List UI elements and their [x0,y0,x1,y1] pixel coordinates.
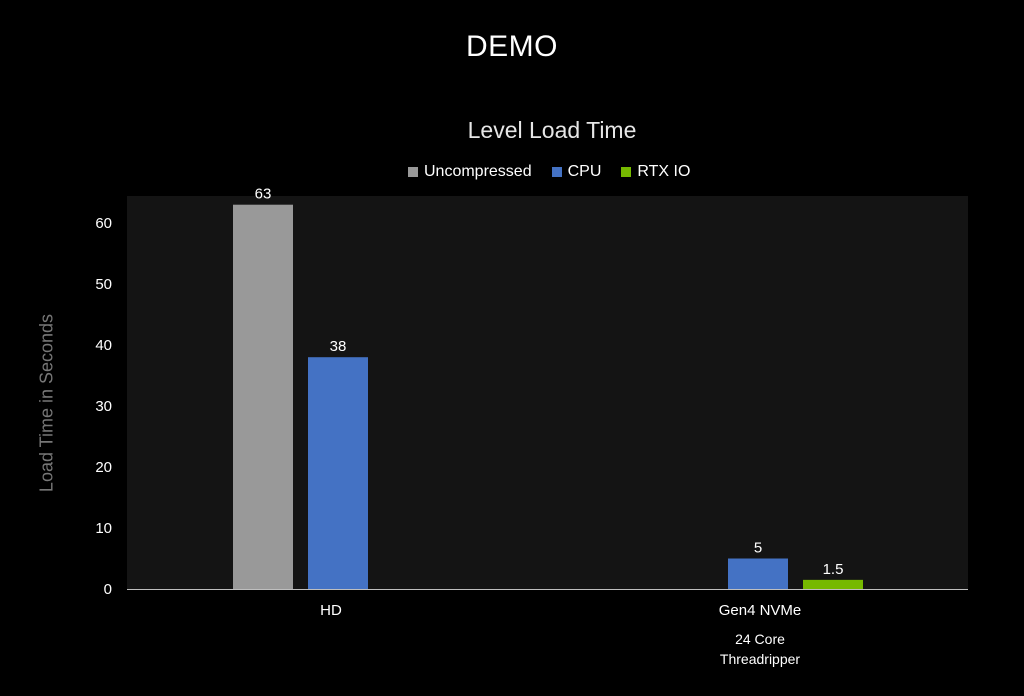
x-tick-sublabel: 24 Core [735,631,785,647]
y-tick-label: 10 [95,520,112,537]
data-label-rtx-io: 1.5 [823,561,844,578]
y-tick-label: 20 [95,459,112,476]
chart-legend: Uncompressed CPU RTX IO [408,163,710,181]
legend-label-cpu: CPU [567,163,602,180]
y-tick-label: 40 [95,337,112,354]
legend-label-uncompressed: Uncompressed [424,163,532,180]
chart-title: Level Load Time [467,117,637,143]
y-tick-label: 0 [104,581,112,598]
legend-swatch-rtx-io [621,167,632,177]
x-tick-label: Gen4 NVMe [719,602,802,619]
legend-item-uncompressed: Uncompressed [408,163,532,181]
page-title: DEMO [466,30,558,63]
data-label-uncompressed: 63 [255,186,272,203]
y-tick-label: 60 [95,215,112,232]
bar-uncompressed [233,204,293,589]
x-tick-sublabel: Threadripper [720,651,800,667]
data-label-cpu: 38 [330,338,347,355]
bar-rtx-io [803,579,863,589]
bar-cpu [728,558,788,589]
legend-swatch-uncompressed [408,167,418,177]
bar-cpu [308,357,368,589]
x-tick-label: HD [320,602,342,619]
legend-swatch-cpu [551,167,562,177]
data-label-cpu: 5 [754,540,762,557]
y-tick-label: 50 [95,276,112,293]
legend-label-rtx-io: RTX IO [637,163,691,180]
y-tick-label: 30 [95,398,112,415]
legend-item-cpu: CPU [551,163,602,181]
legend-item-rtx-io: RTX IO [621,163,690,181]
